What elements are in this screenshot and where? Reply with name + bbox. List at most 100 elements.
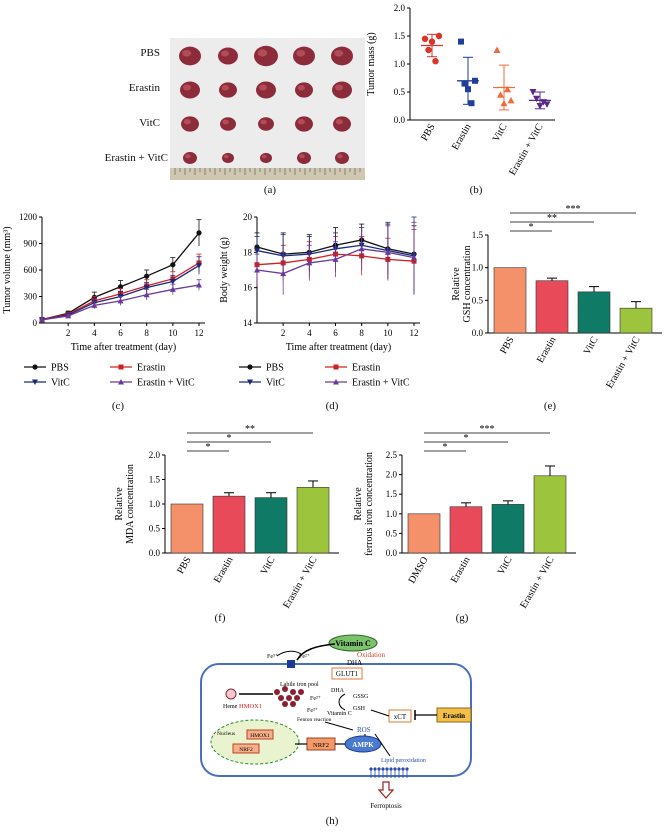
b-point — [435, 32, 443, 40]
tumor-highlight — [299, 154, 305, 159]
chart-d-body-weight: 14 16 18 20 Body weight (g) 2 4 6 8 10 12 Time afte… — [219, 212, 420, 389]
f-sig-label: ** — [245, 425, 255, 435]
f-bar — [170, 503, 204, 554]
f-sig-label: * — [227, 433, 232, 444]
erastin-label: Erastin — [443, 712, 465, 720]
c-legend-marker — [118, 379, 124, 385]
d-y-tick-label: 18 — [243, 247, 253, 257]
tumor-highlight — [260, 119, 267, 125]
caption-b: (b) — [469, 184, 483, 196]
c-legend-label: Erastin + VitC — [137, 378, 195, 389]
lipid-perox-label: Lipid peroxidation — [381, 758, 426, 764]
glut1-box — [331, 667, 363, 680]
b-y-tick-label: 2.0 — [394, 3, 406, 13]
tumor-sample — [331, 46, 353, 66]
g-y-tick-label: 2.0 — [386, 470, 398, 480]
iron-dot — [286, 695, 292, 701]
iron-dot — [274, 689, 280, 695]
hmox1-gene-box — [246, 729, 274, 740]
iron-dot — [290, 701, 296, 707]
c-x-tick-label: 4 — [92, 328, 97, 338]
e-y-tick-label: 1.5 — [472, 230, 484, 240]
d-y-label: Body weight (g) — [219, 237, 230, 303]
oxidation-label: Oxidation — [357, 651, 385, 659]
photo-label-pbs: PBS — [140, 47, 160, 59]
b-x-tick-label: PBS — [419, 122, 437, 143]
tumor-sample — [335, 152, 349, 164]
tumor-sample — [181, 116, 199, 132]
c-point — [39, 316, 45, 323]
b-point — [425, 46, 432, 54]
g-sig-label: * — [464, 433, 469, 444]
nucleus — [210, 719, 300, 765]
tumor-sample — [332, 81, 352, 99]
tumor-highlight — [223, 154, 229, 159]
lipid-head — [389, 767, 393, 771]
f-x-tick-label: Erastin — [212, 555, 236, 585]
tumor-sample — [218, 47, 238, 65]
iron-dot — [278, 695, 284, 701]
d-point — [358, 245, 365, 252]
c-point — [169, 278, 176, 285]
d-legend-marker — [333, 379, 339, 385]
tumor-highlight — [257, 49, 268, 57]
caption-d: (d) — [325, 400, 339, 412]
c-y-tick-label: 0 — [33, 318, 38, 328]
f-x-tick-label: PBS — [175, 555, 193, 576]
fe2-mid-label: Fe²⁺ — [310, 696, 321, 702]
b-point — [421, 35, 429, 42]
d-point — [411, 254, 417, 261]
d-x-tick-label: 8 — [359, 328, 364, 338]
g-y-tick-label: 2.5 — [386, 450, 398, 460]
e-x-tick-label: Erastin + VitC — [604, 335, 643, 391]
hmox1-label: HMOX1 — [239, 703, 262, 710]
c-series-line — [41, 232, 200, 321]
d-point — [254, 248, 260, 254]
fenton-label: Fenton reaction — [297, 717, 332, 723]
c-x-tick-label: 6 — [118, 328, 123, 338]
c-legend-label: PBS — [51, 363, 69, 374]
c-legend-label: VitC — [51, 378, 70, 389]
ferroptosis-label: Ferroptosis — [370, 802, 402, 810]
lipid-head — [405, 767, 409, 771]
ampk-label: AMPK — [352, 741, 374, 749]
gsh-cycle — [338, 693, 346, 711]
c-point — [143, 285, 150, 291]
b-point — [493, 46, 501, 53]
c-legend-label: Erastin — [137, 363, 165, 374]
iron-to-ros — [324, 721, 354, 731]
iron-dot — [282, 701, 288, 707]
tumor-highlight — [221, 85, 229, 91]
tumor-sample — [222, 152, 234, 164]
f-y-tick-label: 0.5 — [149, 524, 161, 534]
f-bar — [254, 497, 288, 554]
f-y-tick-label: 1.0 — [149, 499, 161, 509]
b-point — [533, 95, 540, 103]
labile-iron-label: Labile iron pool — [280, 682, 319, 688]
e-y-label: Relative — [451, 267, 462, 301]
lipid-head — [393, 767, 397, 771]
b-point — [497, 91, 504, 98]
nrf2-gene-label: NRF2 — [239, 747, 253, 753]
photo-label-erastin: Erastin — [128, 82, 160, 94]
d-x-tick-label: 12 — [410, 328, 419, 338]
tumor-sample — [333, 116, 351, 132]
iron-channel — [287, 660, 295, 668]
g-y-tick-label: 0.0 — [386, 548, 398, 558]
c-x-tick-label: 8 — [144, 328, 149, 338]
g-x-tick-label: Erastin — [449, 555, 473, 585]
gssg-label: GSSG — [353, 694, 369, 700]
tumor-sample — [295, 82, 313, 98]
d-y-tick-label: 14 — [243, 318, 253, 328]
e-y-tick-label: 0.5 — [472, 295, 484, 305]
f-y-label: MDA concentration — [125, 464, 136, 544]
tumor-sample — [260, 152, 272, 164]
b-point — [536, 103, 544, 110]
d-x-tick-label: 4 — [307, 328, 312, 338]
heme-label: Heme — [223, 704, 238, 710]
b-point — [461, 80, 468, 87]
lipid-head — [377, 767, 381, 771]
caption-e: (e) — [543, 400, 557, 412]
lipid-head — [397, 767, 401, 771]
f-bar — [296, 487, 330, 554]
